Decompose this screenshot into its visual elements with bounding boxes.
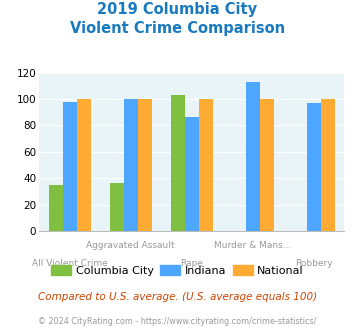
Text: Violent Crime Comparison: Violent Crime Comparison bbox=[70, 21, 285, 36]
Bar bbox=[77, 99, 91, 231]
Text: Rape: Rape bbox=[180, 259, 203, 268]
Bar bbox=[49, 185, 62, 231]
Text: 2019 Columbia City: 2019 Columbia City bbox=[97, 2, 258, 16]
Bar bbox=[171, 95, 185, 231]
Bar bbox=[185, 117, 199, 231]
Text: Robbery: Robbery bbox=[295, 259, 333, 268]
Bar bbox=[110, 183, 124, 231]
Bar bbox=[321, 99, 335, 231]
Text: © 2024 CityRating.com - https://www.cityrating.com/crime-statistics/: © 2024 CityRating.com - https://www.city… bbox=[38, 317, 317, 326]
Bar bbox=[124, 99, 138, 231]
Text: All Violent Crime: All Violent Crime bbox=[32, 259, 108, 268]
Text: Aggravated Assault: Aggravated Assault bbox=[86, 241, 175, 250]
Bar bbox=[260, 99, 274, 231]
Text: Murder & Mans...: Murder & Mans... bbox=[214, 241, 291, 250]
Bar bbox=[307, 103, 321, 231]
Bar bbox=[138, 99, 152, 231]
Bar bbox=[62, 102, 77, 231]
Legend: Columbia City, Indiana, National: Columbia City, Indiana, National bbox=[48, 261, 307, 279]
Bar bbox=[199, 99, 213, 231]
Bar bbox=[246, 82, 260, 231]
Text: Compared to U.S. average. (U.S. average equals 100): Compared to U.S. average. (U.S. average … bbox=[38, 292, 317, 302]
